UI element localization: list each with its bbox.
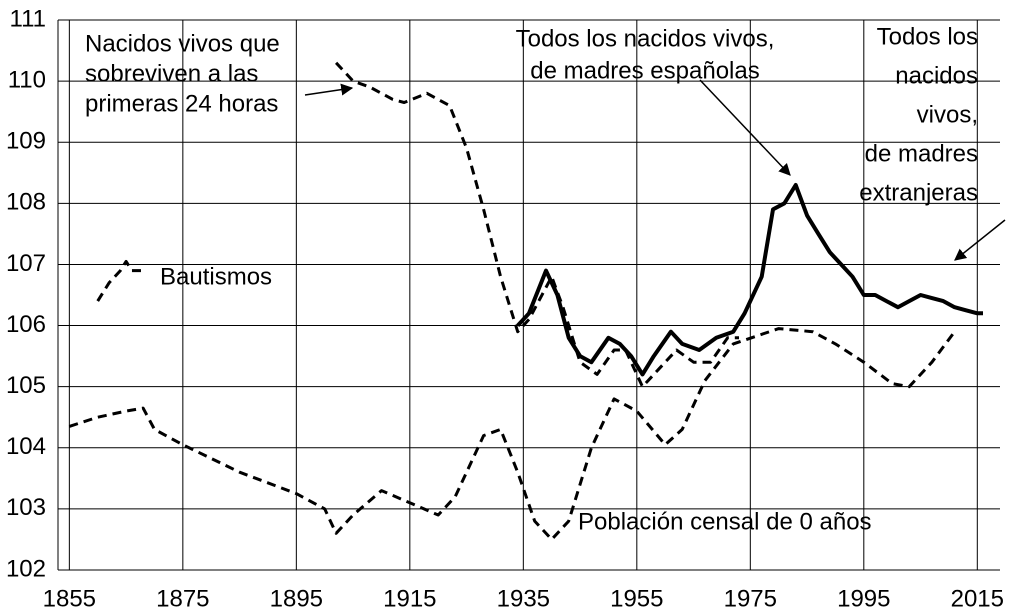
annotation: Todos los: [877, 23, 978, 50]
lines: [68, 61, 983, 541]
x-tick-label: 1935: [497, 585, 550, 612]
annotation: de madres: [865, 140, 978, 167]
y-tick-label: 110: [8, 66, 46, 93]
annotation: Bautismos: [160, 263, 272, 290]
series-line: [96, 259, 144, 302]
arrow: [699, 79, 791, 176]
annotation: Nacidos vivos que: [85, 30, 280, 57]
annotation: vivos,: [917, 101, 978, 128]
x-tick-label: 1915: [383, 585, 436, 612]
x-tick-label: 2015: [951, 585, 1004, 612]
series-line: [335, 61, 739, 389]
series-line: [516, 183, 983, 377]
x-tick-label: 1875: [156, 585, 209, 612]
annotation: primeras 24 horas: [85, 90, 278, 117]
annotation: de madres españolas: [530, 57, 759, 84]
annotations: Nacidos vivos que sobreviven a las primera…: [85, 23, 978, 535]
y-tick-label: 104: [6, 433, 46, 460]
annotation: Población censal de 0 años: [578, 508, 872, 535]
arrow: [304, 83, 354, 96]
y-tick-label: 107: [6, 250, 46, 277]
y-tick-label: 102: [6, 555, 46, 582]
annotation: nacidos: [895, 62, 978, 89]
annotation: extranjeras: [859, 179, 978, 206]
y-tick-label: 111: [10, 5, 46, 32]
annotation: sobreviven a las: [85, 60, 258, 87]
y-tick-label: 109: [6, 128, 46, 155]
x-tick-label: 1955: [610, 585, 663, 612]
y-tick-label: 105: [6, 372, 46, 399]
y-tick-label: 108: [6, 189, 46, 216]
series-line: [68, 327, 956, 541]
x-tick-label: 1975: [724, 585, 777, 612]
y-tick-label: 106: [6, 311, 46, 338]
x-tick-label: 1855: [43, 585, 96, 612]
arrow: [954, 219, 1006, 261]
x-tick-label: 1895: [270, 585, 323, 612]
grid: 102 103 104 105 106 107 108 109 110 111 1855 1875 18…: [6, 5, 1004, 612]
x-tick-label: 1995: [837, 585, 890, 612]
y-tick-label: 103: [6, 494, 46, 521]
annotation: Todos los nacidos vivos,: [516, 25, 775, 52]
